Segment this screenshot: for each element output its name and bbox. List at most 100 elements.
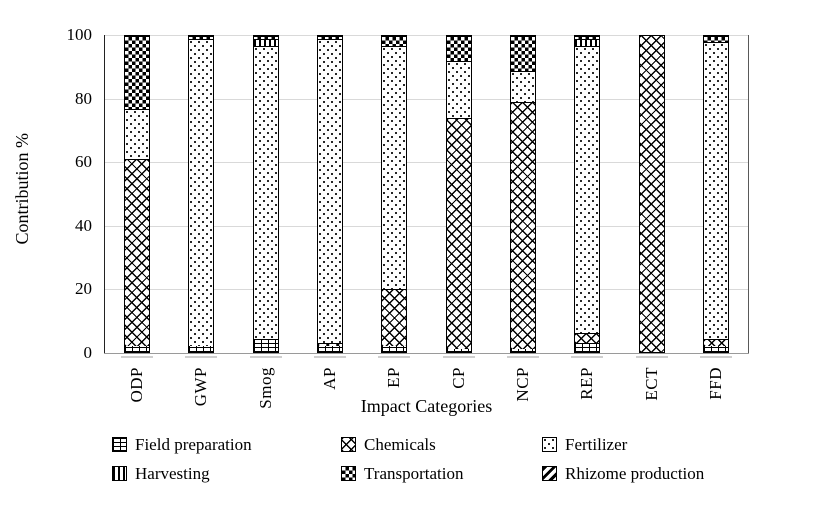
legend-item-fertilizer: Fertilizer	[542, 435, 704, 455]
bar-segment-transportation	[446, 36, 471, 62]
bar-baseline-shadow	[121, 356, 154, 358]
bar-segment-field_preparation	[703, 345, 728, 352]
bar-segment-chemicals	[446, 118, 471, 349]
bar-AP	[317, 35, 344, 353]
bar-segment-field_preparation	[318, 345, 343, 352]
bar-baseline-shadow	[635, 356, 668, 358]
bar-segment-transportation	[125, 36, 150, 109]
bar-segment-transportation	[189, 36, 214, 40]
legend-swatch-harvesting-icon	[112, 466, 127, 481]
bar-segment-transportation	[318, 36, 343, 40]
legend-item-rhizome_production: Rhizome production	[542, 464, 704, 484]
bar-segment-chemicals	[382, 288, 407, 346]
legend: Field preparation Chemicals Fertilizer Harv…	[112, 430, 704, 488]
x-tick-label-AP: AP	[320, 367, 340, 390]
y-gridline-40	[105, 225, 748, 227]
bar-baseline-shadow	[571, 356, 604, 358]
bar-segment-fertilizer	[703, 42, 728, 340]
legend-swatch-field_preparation-icon	[112, 437, 127, 452]
legend-label-fertilizer: Fertilizer	[565, 434, 628, 454]
legend-item-chemicals: Chemicals	[341, 435, 542, 455]
bar-segment-fertilizer	[575, 45, 600, 334]
bar-EP	[381, 35, 408, 353]
bar-segment-field_preparation	[575, 342, 600, 352]
x-tick-label-FFD: FFD	[705, 367, 725, 400]
bar-segment-fertilizer	[510, 70, 535, 103]
y-tick-label-80: 80	[75, 88, 92, 108]
bar-FFD	[702, 35, 729, 353]
bar-segment-fertilizer	[125, 108, 150, 160]
bar-baseline-shadow	[314, 356, 347, 358]
legend-swatch-transportation-icon	[341, 466, 356, 481]
bar-segment-chemicals	[125, 159, 150, 346]
bar-segment-fertilizer	[318, 39, 343, 343]
bar-ODP	[124, 35, 151, 353]
bar-segment-chemicals	[703, 339, 728, 346]
legend-label-field_preparation: Field preparation	[135, 434, 252, 454]
bar-segment-transportation	[382, 36, 407, 46]
bar-segment-field_preparation	[510, 348, 535, 352]
bar-baseline-shadow	[506, 356, 539, 358]
bar-segment-chemicals	[318, 342, 343, 346]
bar-CP	[445, 35, 472, 353]
x-axis-title: Impact Categories	[360, 396, 493, 416]
y-tick-label-20: 20	[75, 279, 92, 299]
y-tick-label-100: 100	[66, 25, 93, 44]
bar-segment-harvesting	[575, 39, 600, 46]
bar-baseline-shadow	[699, 356, 732, 358]
x-tick-label-Smog: Smog	[255, 367, 275, 409]
bar-baseline-shadow	[442, 356, 475, 358]
bar-GWP	[188, 35, 215, 353]
x-tick-label-ECT: ECT	[641, 367, 661, 401]
bar-ECT	[638, 35, 665, 353]
bar-segment-field_preparation	[125, 345, 150, 352]
bar-segment-chemicals	[575, 333, 600, 343]
bar-segment-fertilizer	[446, 61, 471, 119]
y-gridline-60	[105, 162, 748, 164]
bar-segment-fertilizer	[189, 39, 214, 346]
legend-swatch-chemicals-icon	[341, 437, 356, 452]
bar-segment-field_preparation	[189, 345, 214, 352]
y-tick-label-40: 40	[75, 215, 92, 235]
x-tick-label-CP: CP	[448, 367, 468, 389]
y-gridline-100	[105, 35, 748, 36]
bar-segment-fertilizer	[253, 45, 278, 340]
legend-label-transportation: Transportation	[364, 463, 464, 483]
legend-item-transportation: Transportation	[341, 464, 542, 484]
bar-segment-chemicals	[639, 36, 664, 352]
y-gridline-20	[105, 289, 748, 291]
bar-Smog	[252, 35, 279, 353]
bar-segment-fertilizer	[382, 45, 407, 289]
bar-segment-transportation	[575, 36, 600, 40]
bar-segment-transportation	[703, 36, 728, 43]
x-tick-label-ODP: ODP	[127, 367, 147, 403]
bar-segment-field_preparation	[446, 348, 471, 352]
x-tick-label-GWP: GWP	[191, 367, 211, 407]
y-tick-label-60: 60	[75, 152, 92, 172]
legend-label-harvesting: Harvesting	[135, 463, 210, 483]
bar-REP	[574, 35, 601, 353]
bar-segment-field_preparation	[253, 339, 278, 352]
legend-item-harvesting: Harvesting	[112, 464, 341, 484]
bar-baseline-shadow	[185, 356, 218, 358]
bar-NCP	[509, 35, 536, 353]
bar-baseline-shadow	[249, 356, 282, 358]
bar-segment-chemicals	[510, 102, 535, 349]
y-tick-label-0: 0	[83, 343, 93, 362]
y-gridline-80	[105, 98, 748, 100]
bar-segment-harvesting	[253, 39, 278, 46]
x-tick-label-EP: EP	[384, 367, 404, 388]
plot-right-border	[748, 35, 749, 354]
x-axis-line	[104, 353, 749, 354]
legend-label-chemicals: Chemicals	[364, 434, 436, 454]
bar-segment-transportation	[253, 36, 278, 40]
bar-segment-transportation	[510, 36, 535, 71]
bar-baseline-shadow	[378, 356, 411, 358]
x-tick-label-REP: REP	[577, 367, 597, 400]
bar-segment-field_preparation	[382, 345, 407, 352]
legend-label-rhizome_production: Rhizome production	[565, 463, 705, 483]
legend-swatch-fertilizer-icon	[542, 437, 557, 452]
x-tick-label-NCP: NCP	[512, 367, 532, 402]
legend-item-field_preparation: Field preparation	[112, 435, 341, 455]
